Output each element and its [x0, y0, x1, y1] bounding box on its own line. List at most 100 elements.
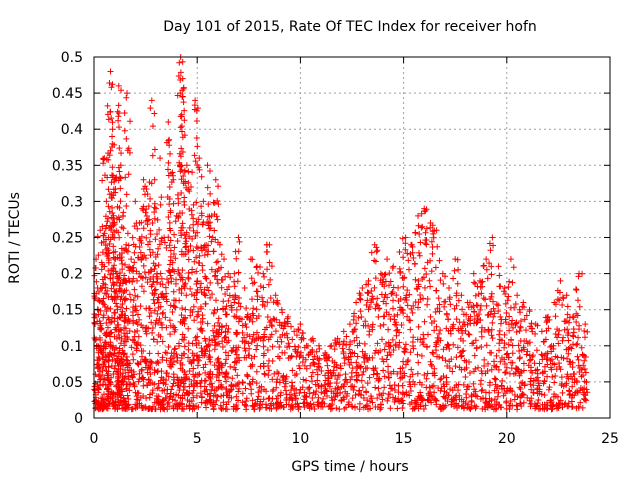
data-point [490, 298, 497, 305]
data-point [332, 337, 339, 344]
data-point [102, 281, 109, 288]
data-point [233, 306, 240, 313]
data-point [365, 281, 372, 288]
data-point [495, 366, 502, 373]
data-point [414, 304, 421, 311]
data-point [280, 404, 287, 411]
data-point [109, 119, 116, 126]
data-point [563, 382, 570, 389]
data-point [198, 173, 205, 180]
data-point [235, 388, 242, 395]
data-point [279, 309, 286, 316]
data-point [195, 340, 202, 347]
data-point [325, 375, 332, 382]
x-tick-label: 5 [193, 431, 202, 447]
data-point [471, 320, 478, 327]
data-point [283, 391, 290, 398]
data-point [201, 383, 208, 390]
data-point [164, 406, 171, 413]
data-point [516, 306, 523, 313]
data-point [122, 261, 129, 268]
data-point [106, 80, 113, 87]
data-point [210, 405, 217, 412]
data-point [166, 184, 173, 191]
data-point [102, 332, 109, 339]
data-point [204, 184, 211, 191]
data-point [365, 306, 372, 313]
data-point [483, 302, 490, 309]
data-point [145, 203, 152, 210]
data-point [107, 396, 114, 403]
data-point [203, 275, 210, 282]
data-point [192, 158, 199, 165]
data-point [175, 340, 182, 347]
data-point [114, 293, 121, 300]
data-point [131, 259, 138, 266]
data-point [108, 293, 115, 300]
data-point [215, 355, 222, 362]
data-point [387, 385, 394, 392]
data-point [517, 400, 524, 407]
data-point [424, 331, 431, 338]
data-point [112, 405, 119, 412]
data-point [117, 340, 124, 347]
data-point [127, 118, 134, 125]
data-point [116, 288, 123, 295]
data-point [478, 387, 485, 394]
data-point [164, 276, 171, 283]
data-point [333, 364, 340, 371]
data-point [190, 371, 197, 378]
data-point [99, 406, 106, 413]
data-point [458, 292, 465, 299]
data-point [520, 367, 527, 374]
data-point [118, 150, 125, 157]
data-point [313, 366, 320, 373]
data-point [474, 393, 481, 400]
data-point [121, 127, 128, 134]
data-point [108, 84, 115, 91]
data-point [149, 281, 156, 288]
data-point [525, 362, 532, 369]
data-point [146, 238, 153, 245]
data-point [148, 180, 155, 187]
data-point [552, 301, 559, 308]
data-point [295, 344, 302, 351]
data-point [115, 110, 122, 117]
data-point [125, 316, 132, 323]
data-point [338, 383, 345, 390]
data-point [429, 250, 436, 257]
data-point [194, 161, 201, 168]
data-point [214, 306, 221, 313]
data-point [535, 377, 542, 384]
data-point [278, 338, 285, 345]
data-point [181, 198, 188, 205]
data-point [375, 305, 382, 312]
data-point [468, 393, 475, 400]
data-point [97, 227, 104, 234]
data-point [428, 268, 435, 275]
data-point [289, 382, 296, 389]
data-point [116, 269, 123, 276]
data-point [236, 295, 243, 302]
data-point [556, 297, 563, 304]
data-point [198, 203, 205, 210]
data-point [193, 107, 200, 114]
data-point [387, 342, 394, 349]
data-point [125, 145, 132, 152]
data-point [527, 381, 534, 388]
data-point [134, 403, 141, 410]
data-point [360, 395, 367, 402]
data-point [235, 300, 242, 307]
data-point [551, 379, 558, 386]
data-point [293, 370, 300, 377]
data-point [318, 367, 325, 374]
data-point [194, 105, 201, 112]
data-point [554, 296, 561, 303]
y-tick-label: 0.35 [52, 158, 83, 174]
data-point [580, 372, 587, 379]
data-point [376, 375, 383, 382]
data-point [149, 123, 156, 130]
data-point [381, 313, 388, 320]
data-point [165, 159, 172, 166]
data-point [519, 303, 526, 310]
